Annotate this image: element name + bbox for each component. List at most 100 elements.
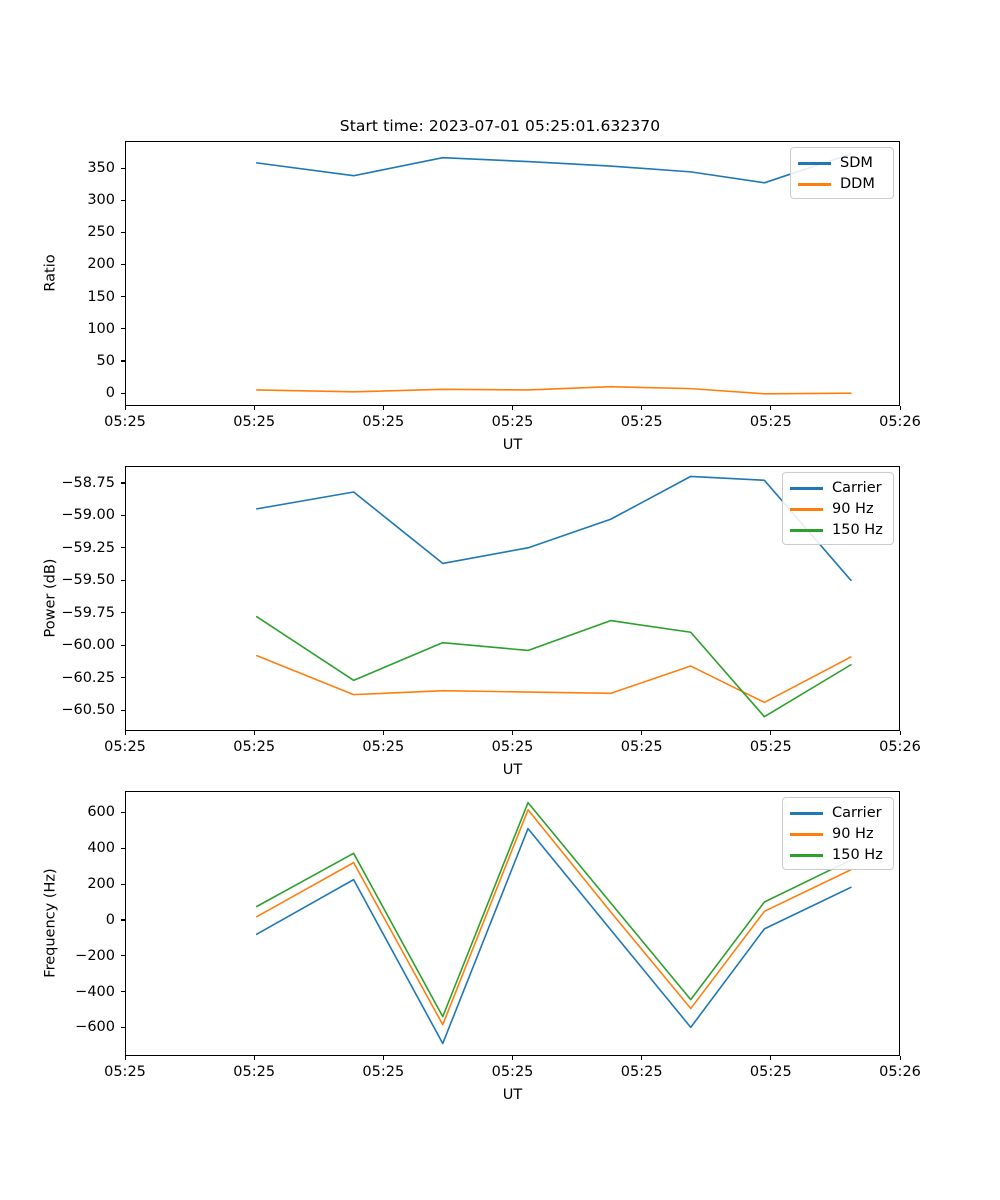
x-tickmark [124, 406, 126, 411]
series-line-150-hz [255, 801, 852, 1018]
y-tickmark [120, 644, 125, 646]
axes-frame-power [125, 466, 900, 731]
figure-title: Start time: 2023-07-01 05:25:01.632370 [339, 117, 661, 135]
ratio-legend: SDM DDM [790, 147, 894, 199]
legend-color-swatch [790, 487, 823, 490]
y-tick-label: −200 [75, 947, 115, 964]
x-tick-label: 05:25 [362, 739, 405, 755]
series-line-90-hz [255, 808, 852, 1026]
power-plot-lines [255, 475, 852, 718]
y-tick-label: 100 [87, 320, 115, 337]
legend-label: Carrier [832, 480, 882, 497]
legend-item: Carrier [790, 803, 885, 824]
y-axis-label: Frequency (Hz) [42, 867, 58, 978]
legend-item: 90 Hz [790, 499, 885, 520]
frequency-plot-lines [255, 801, 852, 1045]
legend-color-swatch [790, 529, 823, 532]
x-tickmark [124, 731, 126, 736]
x-tickmark [899, 1056, 901, 1061]
frequency-subplot [125, 791, 900, 1056]
legend-item: Carrier [790, 478, 885, 499]
y-tickmark [120, 579, 125, 581]
y-tick-label: 0 [105, 385, 115, 402]
x-tickmark [899, 731, 901, 736]
y-tick-label: 200 [87, 256, 115, 273]
x-axis-label: UT [502, 1087, 523, 1103]
x-tickmark [253, 1056, 255, 1061]
legend-color-swatch [790, 854, 823, 857]
y-tickmark [120, 263, 125, 266]
x-tickmark [512, 406, 514, 411]
y-tick-label: −400 [75, 983, 115, 1000]
x-tickmark [253, 406, 255, 411]
axes-frame-ratio [125, 141, 900, 406]
legend-item: 90 Hz [790, 824, 885, 845]
x-axis-label: UT [502, 762, 523, 778]
legend-label: 150 Hz [832, 847, 883, 864]
y-tick-label: 600 [87, 804, 115, 821]
x-tick-label: 05:25 [233, 739, 276, 755]
y-tick-label: −600 [75, 1019, 115, 1036]
series-line-ddm [255, 385, 852, 395]
y-tickmark [120, 919, 125, 921]
series-line-sdm [255, 153, 852, 184]
y-tickmark [120, 167, 125, 169]
y-tick-label: 300 [87, 192, 115, 209]
x-tick-label: 05:25 [620, 414, 663, 430]
x-axis-label: UT [502, 437, 523, 453]
y-axis-label: Ratio [42, 253, 58, 292]
x-tick-label: 05:25 [620, 1064, 663, 1080]
legend-item: SDM [798, 153, 885, 174]
legend-label: SDM [840, 155, 873, 172]
x-tick-label: 05:25 [749, 1064, 792, 1080]
y-tickmark [120, 514, 125, 516]
legend-label: DDM [840, 176, 875, 193]
legend-color-swatch [790, 833, 823, 836]
x-tickmark [899, 406, 901, 411]
power-legend: Carrier 90 Hz 150 Hz [782, 472, 894, 545]
y-tickmark [120, 296, 125, 298]
legend-label: Carrier [832, 805, 882, 822]
legend-color-swatch [798, 162, 831, 165]
y-tickmark [120, 360, 125, 362]
y-tickmark [120, 482, 125, 484]
y-tick-label: 150 [87, 288, 115, 305]
x-tick-label: 05:26 [879, 414, 921, 430]
power-subplot [125, 466, 900, 731]
x-tick-label: 05:25 [362, 1064, 405, 1080]
x-tick-label: 05:25 [104, 739, 146, 755]
x-tick-label: 05:25 [362, 414, 405, 430]
series-line-carrier [255, 475, 852, 582]
ratio-subplot [125, 141, 900, 406]
legend-item: 150 Hz [790, 520, 885, 541]
series-line-150-hz [255, 615, 852, 718]
x-tickmark [512, 1056, 514, 1061]
y-tickmark [120, 547, 125, 549]
x-tick-label: 05:25 [620, 739, 663, 755]
x-tickmark [770, 1056, 772, 1061]
y-tick-label: −60.00 [61, 637, 115, 654]
y-tick-label: 200 [87, 876, 115, 893]
x-tick-label: 05:25 [233, 414, 276, 430]
y-tick-label: −59.75 [61, 604, 115, 621]
y-tickmark [120, 955, 125, 957]
legend-item: 150 Hz [790, 845, 885, 866]
x-tickmark [641, 731, 643, 736]
x-tickmark [770, 731, 772, 736]
y-tickmark [120, 811, 125, 814]
axes-frame-frequency [125, 791, 900, 1056]
y-tickmark [120, 677, 125, 679]
ratio-plot-lines [255, 153, 852, 395]
y-tick-label: 250 [87, 224, 115, 241]
x-tickmark [641, 1056, 643, 1061]
x-tick-label: 05:25 [491, 739, 534, 755]
y-tickmark [120, 328, 125, 330]
y-tick-label: −59.50 [61, 572, 115, 589]
frequency-legend: Carrier 90 Hz 150 Hz [782, 797, 894, 870]
y-tickmark [120, 612, 125, 614]
y-tickmark [120, 709, 125, 711]
legend-label: 90 Hz [832, 501, 874, 518]
y-tick-label: −60.25 [61, 669, 115, 686]
x-tick-label: 05:26 [879, 1064, 921, 1080]
